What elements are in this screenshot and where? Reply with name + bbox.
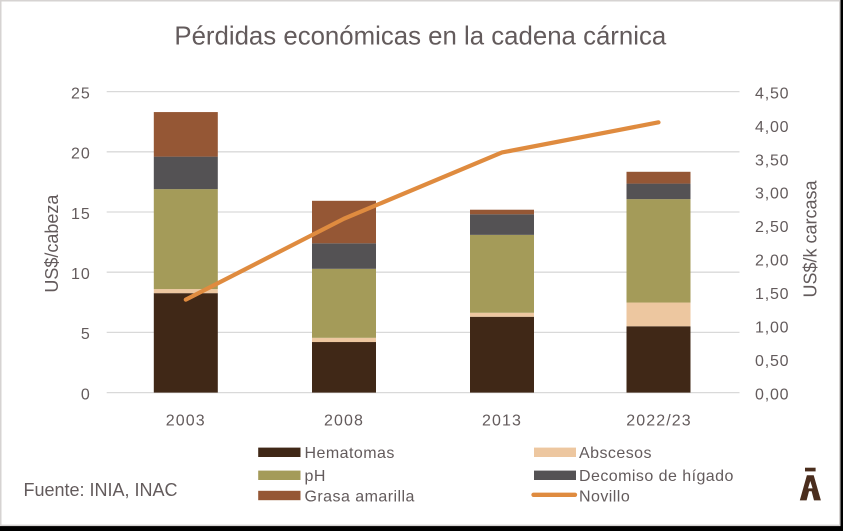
svg-text:Pérdidas económicas en la cade: Pérdidas económicas en la cadena cárnica xyxy=(174,22,667,50)
svg-text:2,00: 2,00 xyxy=(755,253,789,270)
svg-text:pH: pH xyxy=(305,468,326,485)
svg-text:2,50: 2,50 xyxy=(755,219,789,236)
svg-text:Abscesos: Abscesos xyxy=(579,445,652,462)
svg-text:15: 15 xyxy=(71,206,91,223)
svg-text:25: 25 xyxy=(71,85,91,102)
svg-text:1,50: 1,50 xyxy=(755,286,789,303)
svg-text:2013: 2013 xyxy=(482,412,522,429)
svg-text:0,00: 0,00 xyxy=(755,386,789,403)
svg-text:10: 10 xyxy=(71,266,91,283)
svg-text:2008: 2008 xyxy=(324,412,364,429)
svg-text:US$/k carcasa: US$/k carcasa xyxy=(801,179,821,297)
svg-text:Decomiso de hígado: Decomiso de hígado xyxy=(579,468,734,485)
svg-text:20: 20 xyxy=(71,146,91,163)
svg-text:4,00: 4,00 xyxy=(755,119,789,136)
svg-text:3,50: 3,50 xyxy=(755,152,789,169)
svg-text:Fuente: INIA, INAC: Fuente: INIA, INAC xyxy=(24,480,178,500)
svg-text:5: 5 xyxy=(81,326,91,343)
svg-text:US$/cabeza: US$/cabeza xyxy=(42,194,62,293)
svg-text:2022/23: 2022/23 xyxy=(626,412,692,429)
svg-text:0: 0 xyxy=(81,386,91,403)
svg-text:Hematomas: Hematomas xyxy=(305,445,395,462)
svg-text:Novillo: Novillo xyxy=(579,488,630,505)
svg-text:2003: 2003 xyxy=(166,412,206,429)
svg-text:1,00: 1,00 xyxy=(755,320,789,337)
svg-text:3,00: 3,00 xyxy=(755,186,789,203)
svg-text:Grasa amarilla: Grasa amarilla xyxy=(305,488,415,505)
svg-text:4,50: 4,50 xyxy=(755,85,789,102)
svg-text:0,50: 0,50 xyxy=(755,353,789,370)
